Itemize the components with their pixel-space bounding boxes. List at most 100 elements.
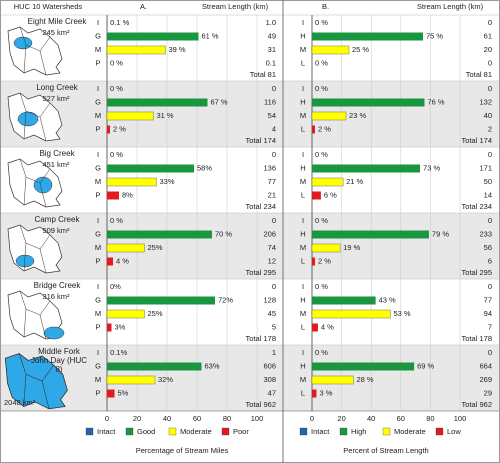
total-value: 295 <box>479 268 492 277</box>
total-value: 295 <box>263 268 276 277</box>
value-label: 3% <box>115 322 126 331</box>
bar <box>107 257 113 266</box>
value-label: 6 % <box>324 190 337 199</box>
total: Total 234 <box>246 202 276 211</box>
bar <box>312 98 425 107</box>
length-value: 12 <box>268 256 276 265</box>
x-tick-label: 100 <box>251 414 264 423</box>
total: Total 178 <box>462 334 492 343</box>
watershed-name: Bridge Creek <box>33 281 81 290</box>
class-label: M <box>300 243 306 252</box>
watershed-name: Big Creek <box>39 149 75 158</box>
length-value: 77 <box>484 295 492 304</box>
legend-swatch <box>221 427 230 436</box>
x-tick-label: 60 <box>193 414 201 423</box>
class-label: M <box>95 243 101 252</box>
length-value: 14 <box>484 190 492 199</box>
total-value: 81 <box>484 70 492 79</box>
value-label: 0.1% <box>110 348 127 357</box>
total: Total 81 <box>466 70 492 79</box>
length-value: 7 <box>488 322 492 331</box>
total: Total 962 <box>246 400 276 409</box>
length-value: 77 <box>268 177 276 186</box>
x-tick-label: 40 <box>367 414 375 423</box>
bar <box>312 230 429 239</box>
legend-swatch <box>339 427 348 436</box>
class-label: M <box>300 111 306 120</box>
value-label: 0 % <box>315 150 328 159</box>
legend-label: Moderate <box>394 427 426 436</box>
value-label: 0 % <box>315 58 328 67</box>
row-background <box>1 81 499 147</box>
length-value: 171 <box>479 163 492 172</box>
value-label: 0 % <box>110 84 123 93</box>
watershed-map <box>7 92 63 142</box>
huc10-lines <box>19 92 51 142</box>
class-label: M <box>95 45 101 54</box>
watershed-name: Camp Creek <box>34 215 80 224</box>
value-label: 69 % <box>417 361 434 370</box>
value-label: 23 % <box>349 111 366 120</box>
length-value: 31 <box>268 45 276 54</box>
value-label: 21 % <box>346 177 363 186</box>
length-value: 308 <box>263 375 276 384</box>
huc10-lines <box>19 224 51 274</box>
length-value: 47 <box>268 388 276 397</box>
total-value: 178 <box>263 334 276 343</box>
length-value: 0 <box>272 150 276 159</box>
value-label: 67 % <box>211 97 228 106</box>
length-value: 128 <box>263 295 276 304</box>
watershed-highlight <box>33 176 53 194</box>
total: Total 234 <box>462 202 492 211</box>
class-label: L <box>301 124 305 133</box>
total: Total 295 <box>462 268 492 277</box>
length-value: 45 <box>268 309 276 318</box>
value-label: 8% <box>122 190 133 199</box>
watershed-map <box>7 224 63 274</box>
x-tick-label: 40 <box>163 414 171 423</box>
row-background <box>1 15 499 81</box>
length-value: 269 <box>479 375 492 384</box>
class-label: I <box>302 348 304 357</box>
bar <box>107 32 199 41</box>
value-label: 43 % <box>379 295 396 304</box>
class-label: H <box>300 295 305 304</box>
class-label: I <box>302 84 304 93</box>
class-label: M <box>95 309 101 318</box>
total-value: 234 <box>479 202 492 211</box>
length-value: 606 <box>263 361 276 370</box>
bar <box>107 323 112 332</box>
class-label: I <box>97 282 99 291</box>
class-label: P <box>95 388 100 397</box>
name-box: Big Creek <box>39 149 75 158</box>
total: Total 962 <box>462 400 492 409</box>
value-label: 53 % <box>393 309 410 318</box>
total-text: Total <box>462 202 478 211</box>
value-label: 76 % <box>427 97 444 106</box>
bar <box>312 191 321 200</box>
length-value: 0 <box>488 282 492 291</box>
total-value: 234 <box>263 202 276 211</box>
legend-swatch <box>435 427 444 436</box>
class-label: M <box>95 111 101 120</box>
name-box: Bridge Creek <box>33 281 81 290</box>
legend-swatch <box>299 427 308 436</box>
class-label: G <box>95 295 101 304</box>
watershed-map <box>7 290 65 340</box>
watershed-name: Long Creek <box>36 83 78 92</box>
x-tick-label: 20 <box>133 414 141 423</box>
class-label: M <box>95 375 101 384</box>
total-text: Total <box>462 334 478 343</box>
value-label: 0 % <box>315 282 328 291</box>
value-label: 28 % <box>356 375 373 384</box>
watershed-area: 2048 km² <box>4 398 36 407</box>
total-text: Total <box>466 70 482 79</box>
watershed-highlight <box>13 36 33 50</box>
class-label: H <box>300 163 305 172</box>
bar <box>311 243 341 253</box>
class-label: H <box>300 361 305 370</box>
map-header: HUC 10 Watersheds <box>14 2 83 11</box>
x-tick-label: 100 <box>454 414 467 423</box>
column-title: Stream Length (km) <box>202 2 269 11</box>
